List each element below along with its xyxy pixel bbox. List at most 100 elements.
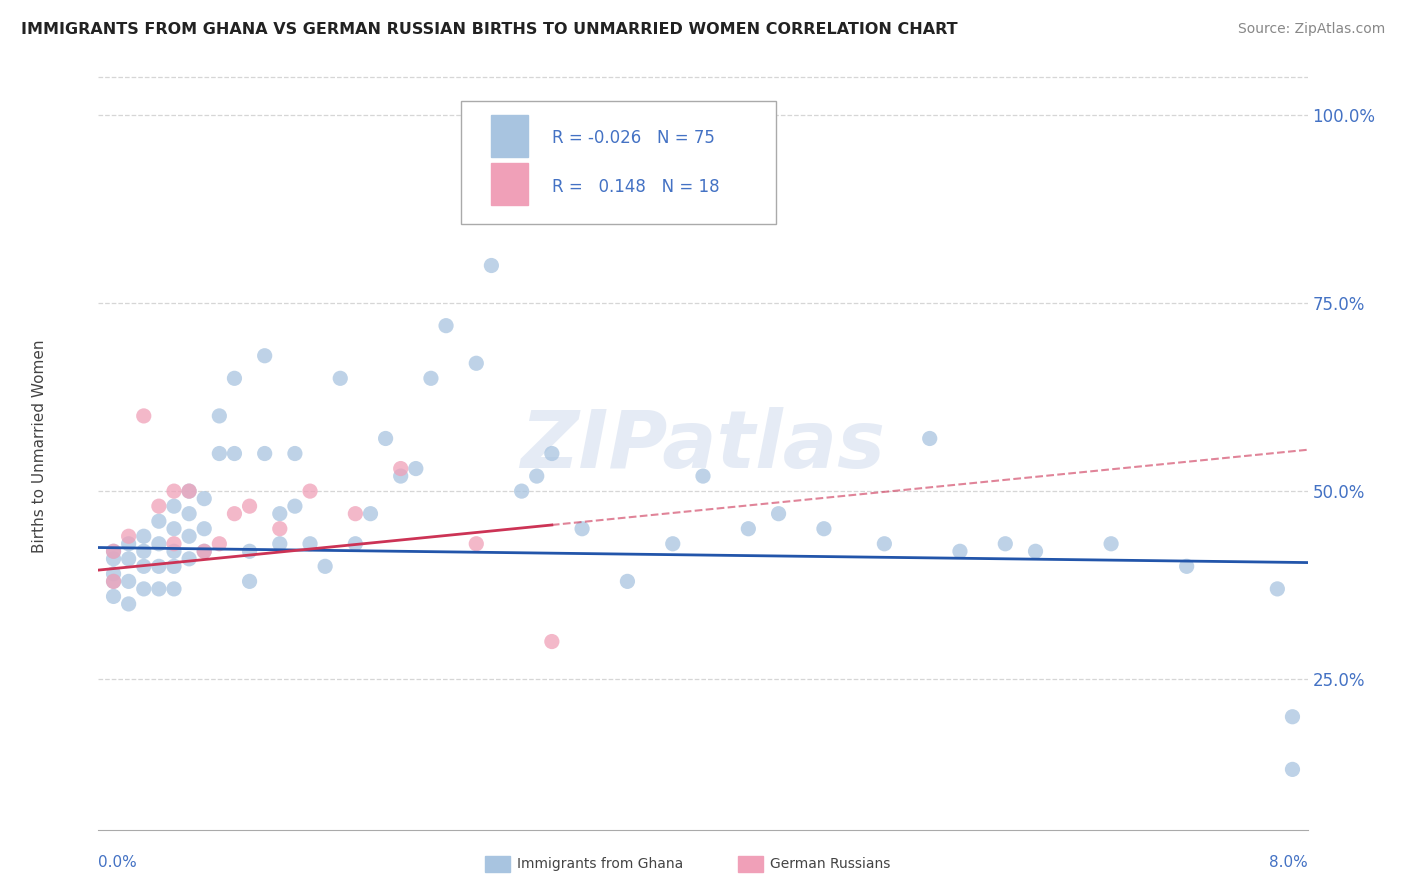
Point bbox=[465, 356, 488, 370]
Point bbox=[465, 537, 488, 551]
Point bbox=[269, 507, 291, 521]
Point bbox=[163, 582, 186, 596]
Point bbox=[163, 544, 186, 558]
Point bbox=[118, 537, 141, 551]
Point bbox=[179, 529, 201, 543]
Point bbox=[405, 461, 427, 475]
Point bbox=[768, 507, 790, 521]
Point bbox=[540, 634, 562, 648]
Bar bbox=[492, 163, 527, 205]
Point bbox=[269, 537, 291, 551]
Point bbox=[208, 409, 231, 423]
Point bbox=[118, 597, 141, 611]
Point bbox=[103, 566, 125, 581]
Point bbox=[329, 371, 352, 385]
Point bbox=[208, 537, 231, 551]
Point bbox=[179, 507, 201, 521]
Point bbox=[481, 259, 503, 273]
Point bbox=[103, 590, 125, 604]
Text: 0.0%: 0.0% bbox=[98, 855, 138, 870]
Point bbox=[239, 544, 262, 558]
Point bbox=[224, 507, 246, 521]
Point bbox=[148, 537, 170, 551]
Point bbox=[253, 446, 276, 460]
Point bbox=[118, 551, 141, 566]
Point bbox=[132, 409, 155, 423]
Point bbox=[1025, 544, 1047, 558]
Point bbox=[224, 446, 246, 460]
FancyBboxPatch shape bbox=[461, 101, 776, 224]
Bar bbox=[492, 114, 527, 157]
Point bbox=[389, 469, 412, 483]
Text: R = -0.026   N = 75: R = -0.026 N = 75 bbox=[551, 129, 714, 147]
Point bbox=[148, 514, 170, 528]
Point bbox=[526, 469, 548, 483]
Point bbox=[224, 371, 246, 385]
Point bbox=[661, 537, 683, 551]
Point bbox=[148, 499, 170, 513]
Point bbox=[737, 522, 759, 536]
Point bbox=[163, 522, 186, 536]
Text: ZIPatlas: ZIPatlas bbox=[520, 407, 886, 485]
Point bbox=[540, 446, 562, 460]
Point bbox=[949, 544, 972, 558]
Point bbox=[163, 499, 186, 513]
Point bbox=[193, 544, 215, 558]
Point bbox=[299, 537, 322, 551]
Point bbox=[253, 349, 276, 363]
Text: R =   0.148   N = 18: R = 0.148 N = 18 bbox=[551, 178, 720, 196]
Point bbox=[344, 507, 367, 521]
Point bbox=[571, 522, 593, 536]
Text: IMMIGRANTS FROM GHANA VS GERMAN RUSSIAN BIRTHS TO UNMARRIED WOMEN CORRELATION CH: IMMIGRANTS FROM GHANA VS GERMAN RUSSIAN … bbox=[21, 22, 957, 37]
Point bbox=[1267, 582, 1289, 596]
Point bbox=[103, 551, 125, 566]
Point bbox=[239, 574, 262, 589]
Point bbox=[148, 582, 170, 596]
Point bbox=[692, 469, 714, 483]
Point bbox=[239, 499, 262, 513]
Point bbox=[132, 559, 155, 574]
Point bbox=[179, 484, 201, 499]
Point bbox=[389, 461, 412, 475]
Point bbox=[193, 544, 215, 558]
Text: Births to Unmarried Women: Births to Unmarried Women bbox=[32, 339, 46, 553]
Point bbox=[163, 559, 186, 574]
Point bbox=[148, 559, 170, 574]
Point bbox=[344, 537, 367, 551]
Point bbox=[1175, 559, 1198, 574]
Point bbox=[269, 522, 291, 536]
Point bbox=[1099, 537, 1122, 551]
Point bbox=[918, 432, 941, 446]
Text: Immigrants from Ghana: Immigrants from Ghana bbox=[517, 857, 683, 871]
Point bbox=[374, 432, 396, 446]
Point bbox=[299, 484, 322, 499]
Point bbox=[1281, 710, 1303, 724]
Point bbox=[1281, 763, 1303, 777]
Point bbox=[103, 544, 125, 558]
Point bbox=[616, 574, 638, 589]
Text: 8.0%: 8.0% bbox=[1268, 855, 1308, 870]
Point bbox=[314, 559, 336, 574]
Point bbox=[873, 537, 896, 551]
Point bbox=[284, 446, 307, 460]
Point bbox=[360, 507, 382, 521]
Point bbox=[118, 574, 141, 589]
Point bbox=[103, 574, 125, 589]
Point bbox=[103, 544, 125, 558]
Point bbox=[103, 574, 125, 589]
Point bbox=[132, 544, 155, 558]
Text: German Russians: German Russians bbox=[770, 857, 891, 871]
Point bbox=[118, 529, 141, 543]
Point bbox=[284, 499, 307, 513]
Point bbox=[813, 522, 835, 536]
Point bbox=[994, 537, 1017, 551]
Point bbox=[193, 522, 215, 536]
Point bbox=[179, 551, 201, 566]
Point bbox=[132, 582, 155, 596]
Text: Source: ZipAtlas.com: Source: ZipAtlas.com bbox=[1237, 22, 1385, 37]
Point bbox=[208, 446, 231, 460]
Point bbox=[193, 491, 215, 506]
Point bbox=[132, 529, 155, 543]
Point bbox=[163, 484, 186, 499]
Point bbox=[434, 318, 457, 333]
